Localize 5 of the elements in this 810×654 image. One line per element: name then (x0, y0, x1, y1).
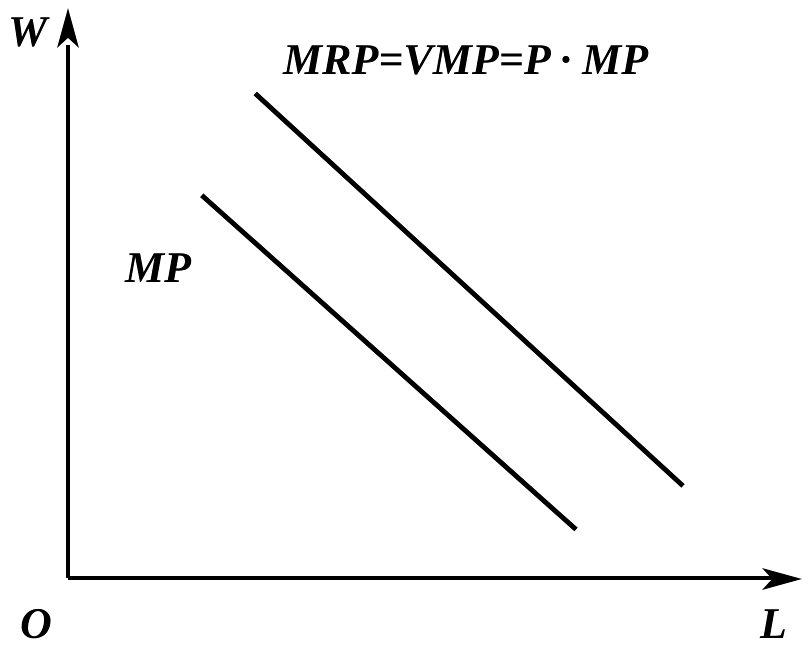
y-axis-title: W (8, 7, 48, 56)
series-label: MRP=VMP=P · MP (283, 35, 648, 84)
x-axis-title: L (760, 599, 787, 648)
text: O (20, 599, 52, 648)
series-label: MP (125, 243, 191, 292)
